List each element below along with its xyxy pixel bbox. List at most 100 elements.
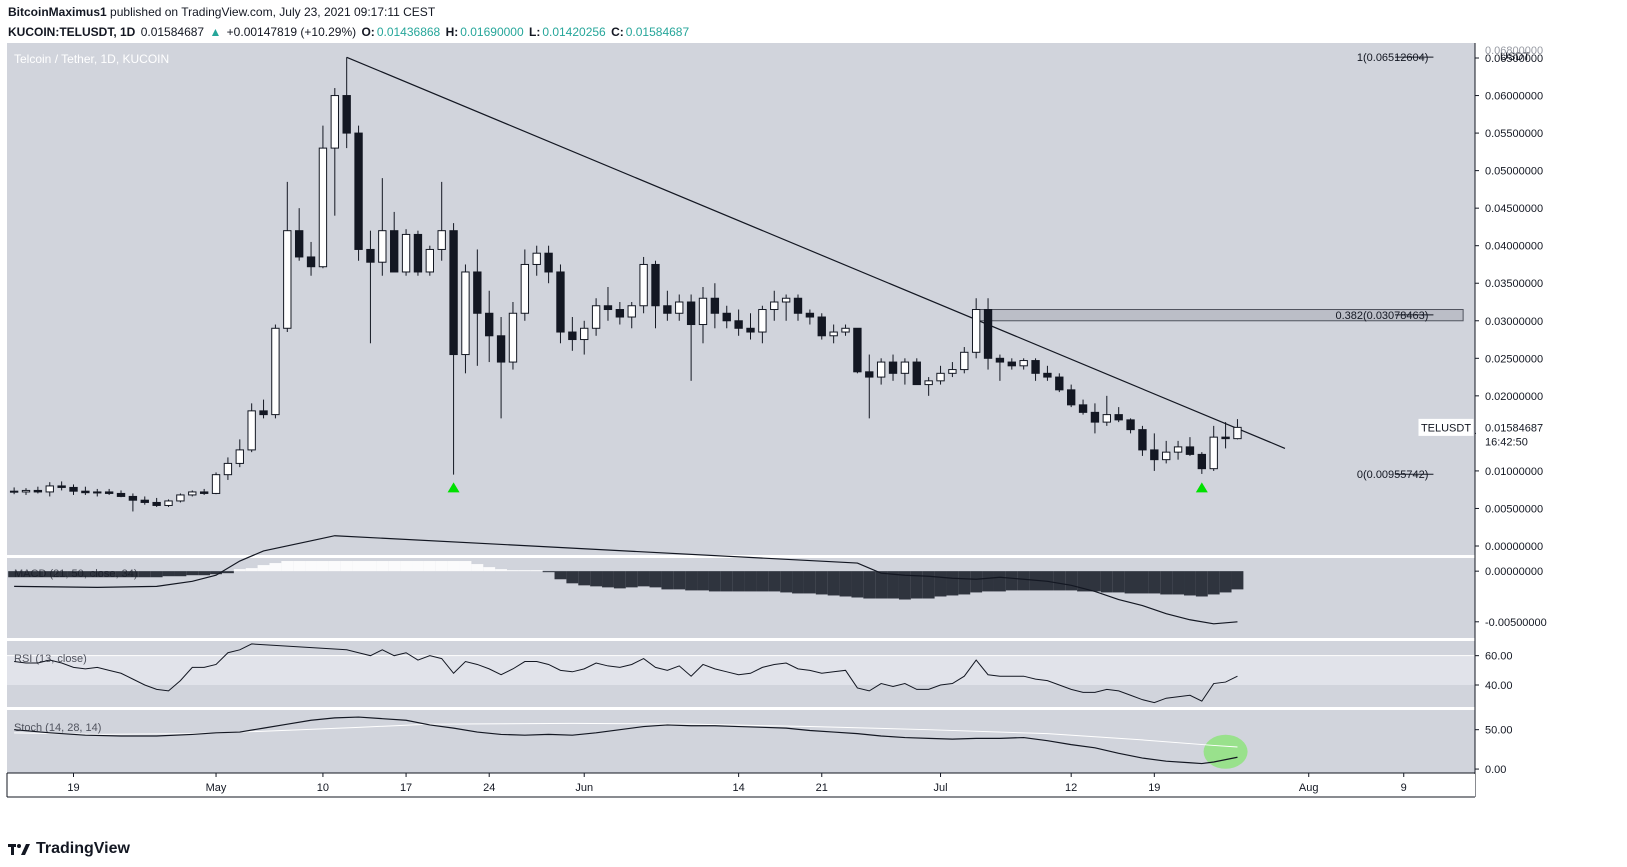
candle[interactable] [449, 223, 458, 475]
candle[interactable] [793, 294, 803, 321]
candle[interactable] [1126, 418, 1135, 434]
candle[interactable] [746, 313, 755, 340]
author-name[interactable]: BitcoinMaximus1 [8, 5, 107, 19]
candle[interactable] [9, 487, 19, 495]
candle[interactable] [829, 324, 838, 344]
candle[interactable] [354, 125, 363, 261]
candle[interactable] [57, 481, 66, 491]
price-chart[interactable]: Telcoin / Tether, 1D, KUCOINMACD (21, 50… [0, 40, 1627, 830]
candle[interactable] [1162, 440, 1171, 464]
candle[interactable] [294, 208, 304, 261]
candle[interactable] [461, 264, 470, 374]
candle[interactable] [413, 230, 423, 276]
candle[interactable] [366, 230, 375, 344]
candle[interactable] [698, 286, 708, 344]
candle[interactable] [211, 472, 221, 495]
candle[interactable] [116, 490, 126, 498]
candle[interactable] [378, 178, 387, 276]
candle[interactable] [556, 264, 565, 344]
candle[interactable] [603, 286, 613, 321]
candle[interactable] [722, 305, 731, 329]
candle[interactable] [1197, 452, 1207, 474]
candle[interactable] [865, 354, 874, 419]
candle[interactable] [888, 354, 898, 381]
candle[interactable] [710, 283, 720, 329]
candle[interactable] [960, 347, 969, 374]
candle[interactable] [1090, 403, 1100, 434]
candle[interactable] [675, 294, 684, 321]
candle[interactable] [627, 302, 636, 329]
candle[interactable] [425, 245, 435, 276]
candle[interactable] [639, 256, 648, 314]
candle[interactable] [1173, 440, 1183, 460]
candle[interactable] [33, 486, 43, 494]
candle[interactable] [912, 358, 921, 386]
candle[interactable] [580, 320, 589, 355]
candle[interactable] [152, 497, 161, 507]
stoch-pane[interactable] [7, 710, 1475, 773]
candle[interactable] [995, 354, 1005, 381]
candle[interactable] [770, 290, 779, 321]
candle[interactable] [1043, 365, 1052, 381]
candle[interactable] [401, 229, 411, 276]
candle[interactable] [283, 181, 292, 333]
candle[interactable] [473, 249, 482, 366]
candle[interactable] [176, 493, 185, 503]
candle[interactable] [390, 211, 399, 273]
candle[interactable] [318, 125, 328, 269]
candle[interactable] [223, 457, 233, 480]
candle[interactable] [734, 309, 743, 336]
candle[interactable] [45, 482, 54, 497]
candle[interactable] [651, 260, 660, 329]
candle[interactable] [1078, 399, 1088, 415]
candle[interactable] [841, 324, 850, 336]
candle[interactable] [330, 88, 339, 216]
candle[interactable] [876, 358, 886, 385]
candle[interactable] [663, 290, 672, 321]
candle[interactable] [591, 298, 601, 336]
candle[interactable] [1221, 422, 1230, 449]
candle[interactable] [568, 317, 577, 351]
candle[interactable] [532, 245, 541, 276]
candle[interactable] [1150, 433, 1159, 471]
candle[interactable] [1102, 395, 1111, 426]
candle[interactable] [1031, 358, 1040, 381]
candle[interactable] [853, 327, 862, 374]
candle[interactable] [936, 365, 945, 385]
price-axis[interactable]: 0.000000000.005000000.010000000.01500000… [1417, 43, 1627, 797]
candle[interactable] [1138, 425, 1147, 456]
candle[interactable] [247, 403, 256, 453]
candle[interactable] [1019, 358, 1028, 370]
candle[interactable] [1055, 373, 1064, 393]
candle[interactable] [81, 486, 90, 495]
current-price-label[interactable]: TELUSDT 0.01584687 16:42:50 [1417, 417, 1549, 451]
candle[interactable] [924, 377, 933, 396]
candle[interactable] [259, 399, 268, 419]
candle[interactable] [93, 488, 102, 497]
candle[interactable] [1007, 358, 1016, 370]
candle[interactable] [128, 493, 138, 512]
candle[interactable] [983, 298, 993, 370]
candle[interactable] [900, 358, 910, 385]
time-axis[interactable]: 19 May 10 17 24 Jun 14 21 Jul 12 19 Aug 9 [6, 772, 1475, 798]
main-pane[interactable] [7, 43, 1475, 555]
candle[interactable] [1185, 437, 1195, 456]
candle[interactable] [140, 496, 149, 505]
candle[interactable] [1209, 425, 1218, 471]
candle[interactable] [817, 313, 826, 340]
candle[interactable] [199, 488, 209, 495]
candle[interactable] [271, 324, 280, 419]
candle[interactable] [1114, 407, 1123, 423]
candle[interactable] [1233, 419, 1242, 440]
candle[interactable] [437, 181, 446, 261]
candle[interactable] [342, 57, 351, 149]
macd-pane[interactable] [7, 558, 1475, 638]
candle[interactable] [805, 309, 815, 325]
candle[interactable] [508, 302, 518, 370]
candle[interactable] [21, 488, 31, 495]
candle[interactable] [164, 499, 173, 507]
candle[interactable] [104, 488, 114, 495]
candle[interactable] [781, 294, 791, 321]
candle[interactable] [496, 317, 506, 419]
candle[interactable] [306, 241, 316, 276]
